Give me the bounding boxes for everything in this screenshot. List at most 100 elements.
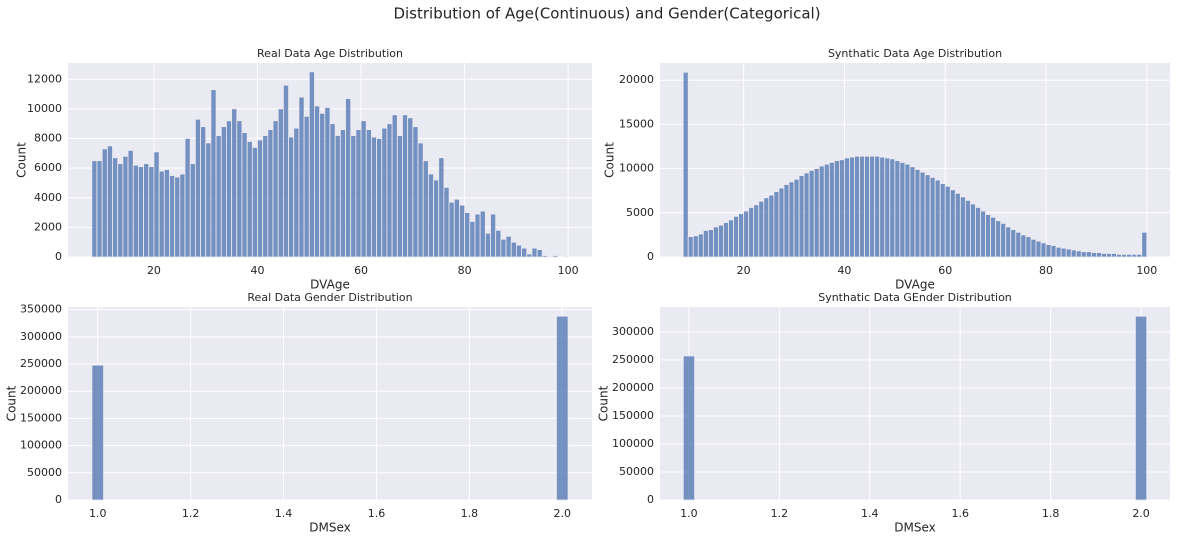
y-tick-label: 0 — [55, 493, 62, 506]
bar — [262, 135, 269, 258]
bar — [879, 156, 886, 258]
bar — [1050, 245, 1057, 258]
bar — [490, 213, 497, 258]
bar — [474, 213, 481, 258]
x-tick-label: 40 — [837, 264, 851, 277]
bar — [1020, 234, 1027, 258]
bar — [443, 186, 450, 258]
chart-title: Real Data Age Distribution — [257, 47, 403, 60]
bar — [226, 120, 233, 258]
bar — [980, 210, 986, 258]
y-tick-label: 15000 — [619, 117, 654, 130]
bar — [484, 232, 491, 258]
bar — [106, 145, 113, 258]
bar — [448, 201, 455, 258]
bar — [438, 157, 445, 258]
bar — [556, 315, 569, 501]
y-tick-label: 200000 — [20, 384, 62, 397]
bar — [924, 174, 931, 258]
bar — [929, 177, 936, 258]
bar — [453, 198, 460, 258]
bar — [813, 168, 820, 258]
bar — [184, 138, 191, 258]
y-tick-label: 200000 — [612, 381, 654, 394]
y-axis-label: Count — [603, 142, 617, 178]
bar — [319, 112, 326, 258]
bar — [158, 170, 165, 258]
y-axis-label: Count — [5, 385, 19, 421]
x-tick-label: 60 — [354, 264, 368, 277]
bar — [733, 215, 740, 258]
bar — [1126, 253, 1133, 258]
bar — [985, 214, 991, 258]
bar — [396, 135, 403, 258]
bar — [427, 173, 434, 258]
bar — [143, 163, 150, 258]
bar — [91, 160, 98, 258]
bar — [510, 241, 517, 258]
bar — [112, 157, 119, 258]
bar — [132, 164, 139, 258]
bar — [682, 71, 689, 258]
x-axis-label: DMSex — [894, 521, 935, 535]
x-tick-label: 20 — [147, 264, 161, 277]
bar — [329, 123, 336, 258]
x-tick-label: 1.4 — [275, 507, 293, 520]
bar — [808, 169, 815, 258]
bar — [205, 142, 212, 258]
bar — [96, 160, 103, 258]
bar — [954, 192, 961, 258]
y-tick-label: 0 — [55, 250, 62, 263]
bar — [919, 171, 926, 258]
y-tick-label: 10000 — [27, 102, 62, 115]
bar — [707, 229, 714, 258]
x-tick-label: 2.0 — [1132, 507, 1150, 520]
bar — [308, 71, 315, 258]
x-tick-label: 1.4 — [861, 507, 879, 520]
bar — [282, 84, 289, 258]
bar — [1136, 253, 1143, 258]
bar — [500, 238, 507, 258]
bar — [257, 139, 264, 258]
bar — [215, 135, 222, 258]
bar — [547, 255, 554, 258]
bar — [189, 163, 196, 258]
bar — [459, 204, 466, 258]
bar — [293, 127, 300, 258]
chart-title: Synthatic Data Age Distribution — [828, 47, 1002, 60]
bar — [718, 224, 724, 258]
y-tick-label: 150000 — [612, 409, 654, 422]
bar — [713, 226, 719, 258]
bar — [231, 108, 238, 258]
bar — [753, 204, 760, 258]
bar — [433, 179, 440, 258]
bar — [1096, 252, 1102, 258]
bar — [505, 235, 512, 258]
bar — [526, 253, 533, 258]
bar — [788, 181, 795, 258]
bar — [970, 203, 976, 258]
bar — [1015, 231, 1022, 258]
bar — [949, 189, 956, 258]
bar — [288, 136, 295, 258]
x-tick-label: 1.0 — [89, 507, 107, 520]
bar — [1045, 244, 1052, 258]
bar — [1131, 253, 1138, 258]
y-tick-label: 4000 — [34, 191, 62, 204]
bar — [402, 114, 409, 258]
bar — [495, 229, 502, 258]
bar — [1116, 253, 1123, 258]
bar — [899, 162, 906, 258]
y-tick-label: 2000 — [34, 220, 62, 233]
x-tick-label: 1.8 — [461, 507, 479, 520]
bar — [1106, 253, 1112, 258]
bar — [1141, 231, 1148, 258]
x-tick-label: 100 — [558, 264, 579, 277]
bar — [884, 157, 891, 258]
bar — [267, 129, 274, 258]
bar — [91, 364, 104, 501]
bar — [869, 155, 876, 258]
bar — [101, 148, 108, 258]
y-tick-label: 300000 — [20, 330, 62, 343]
y-tick-label: 10000 — [619, 162, 654, 175]
